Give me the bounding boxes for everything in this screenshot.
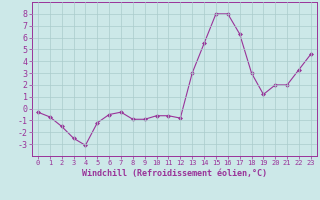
X-axis label: Windchill (Refroidissement éolien,°C): Windchill (Refroidissement éolien,°C)	[82, 169, 267, 178]
